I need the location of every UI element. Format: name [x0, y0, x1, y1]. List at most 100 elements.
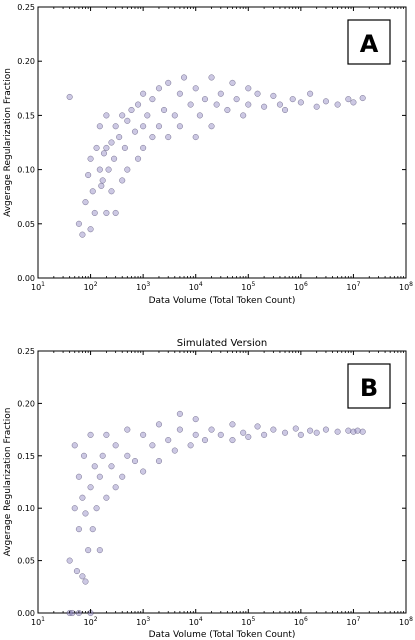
x-tick-label-base: 10 [241, 618, 251, 627]
x-tick-label-exponent: 1 [41, 616, 45, 623]
data-point-a [350, 99, 357, 106]
x-tick-label-exponent: 8 [409, 616, 413, 623]
data-point-a [96, 123, 103, 130]
data-point-b [79, 573, 86, 580]
data-point-b [201, 437, 209, 444]
data-point-a [270, 92, 277, 99]
data-point-a [322, 98, 329, 105]
data-point-b [155, 457, 163, 465]
data-point-b [171, 447, 178, 454]
data-point-a [245, 85, 252, 92]
x-tick-label-base: 10 [189, 283, 199, 292]
panel-label-a: A [360, 30, 379, 58]
data-point-a [140, 90, 147, 97]
y-tick-label: 0.05 [17, 220, 35, 229]
data-point-a [135, 155, 142, 162]
x-tick-label-exponent: 1 [41, 281, 45, 288]
data-point-a [111, 155, 118, 162]
data-point-a [192, 85, 199, 92]
data-point-a [196, 112, 203, 119]
data-point-b [292, 425, 299, 432]
data-point-a [229, 79, 236, 86]
x-tick-label-base: 10 [294, 283, 304, 292]
data-point-b [313, 429, 320, 436]
data-point-a [307, 90, 314, 97]
data-point-a [79, 231, 86, 238]
data-point-a [89, 188, 96, 195]
x-tick-label: 104 [189, 616, 203, 627]
data-point-a [91, 209, 98, 217]
data-point-b [176, 426, 183, 433]
y-axis-ticks-a: 0.00 0.05 0.10 0.15 0.20 0.25 [17, 3, 406, 283]
x-tick-label-exponent: 4 [199, 281, 203, 288]
data-point-b [261, 431, 268, 438]
data-point-a [149, 96, 156, 103]
data-point-b [87, 431, 94, 438]
x-axis-ticks-a: 101 102 103 104 105 106 107 108 [31, 7, 413, 292]
data-point-a [103, 112, 110, 119]
data-point-a [124, 166, 131, 173]
data-point-b [87, 484, 94, 491]
data-point-a [208, 123, 215, 130]
data-point-a [85, 171, 92, 179]
data-point-a [135, 101, 142, 108]
data-point-b [140, 468, 147, 475]
data-point-a [240, 112, 247, 119]
data-point-b [176, 410, 183, 417]
x-tick-label-base: 10 [399, 618, 409, 627]
data-point-a [233, 96, 240, 103]
x-tick-label-base: 10 [84, 618, 94, 627]
data-point-b [112, 484, 119, 491]
data-point-a [96, 166, 103, 173]
data-point-b [103, 431, 110, 438]
data-point-a [276, 101, 283, 108]
data-point-a [181, 74, 188, 81]
data-point-a [87, 226, 94, 233]
data-point-a [105, 166, 112, 173]
data-point-a [93, 144, 100, 151]
data-point-b [254, 423, 261, 430]
x-tick-label-exponent: 3 [146, 616, 150, 623]
data-point-b [93, 505, 100, 512]
y-tick-label: 0.10 [17, 166, 35, 175]
data-point-b [82, 510, 89, 517]
data-point-b [334, 428, 341, 435]
data-point-a [128, 106, 135, 114]
x-tick-label-base: 10 [399, 283, 409, 292]
data-point-a [140, 123, 147, 130]
y-tick-label: 0.00 [17, 274, 35, 283]
data-point-b [217, 431, 224, 438]
data-point-b [89, 526, 96, 533]
data-point-b [75, 473, 82, 480]
data-point-b [124, 426, 131, 433]
x-tick-label-base: 10 [346, 283, 356, 292]
x-tick-label: 105 [241, 281, 255, 292]
x-tick-label-exponent: 2 [94, 616, 98, 623]
data-point-a [112, 123, 119, 130]
data-point-b [82, 578, 89, 585]
data-point-a [82, 199, 89, 206]
data-point-a [124, 117, 131, 124]
x-tick-label: 107 [346, 616, 360, 627]
data-point-a [121, 144, 128, 151]
data-point-b [119, 473, 126, 480]
data-point-b [192, 431, 199, 438]
x-tick-label-exponent: 7 [357, 616, 361, 623]
y-tick-label: 0.20 [17, 399, 35, 408]
data-point-a [165, 79, 172, 86]
y-tick-label: 0.05 [17, 557, 35, 566]
plot-area-a [37, 6, 407, 279]
data-point-a [345, 96, 352, 103]
data-point-a [103, 144, 110, 151]
data-point-b [345, 427, 352, 434]
x-tick-label-exponent: 6 [304, 281, 308, 288]
data-point-b [307, 427, 314, 434]
data-point-a [176, 90, 183, 97]
x-tick-label: 103 [136, 281, 150, 292]
data-point-a [217, 90, 224, 97]
chart-title-b: Simulated Version [177, 338, 267, 349]
data-point-a [103, 209, 110, 217]
x-tick-label-base: 10 [189, 618, 199, 627]
x-axis-ticks-b: 101 102 103 104 105 106 107 108 [31, 351, 413, 627]
x-tick-label-exponent: 5 [251, 616, 255, 623]
